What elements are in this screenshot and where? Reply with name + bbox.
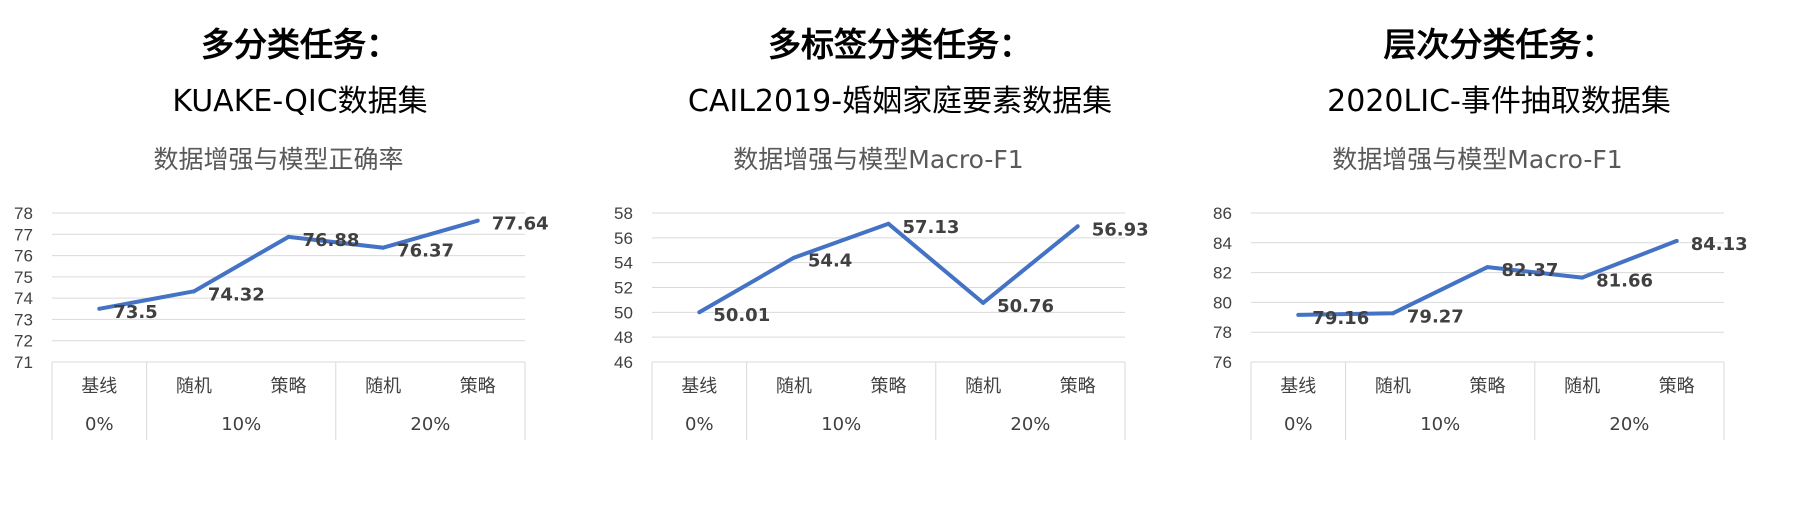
y-tick-label: 54: [614, 254, 633, 273]
x-tick-label: 基线: [681, 376, 717, 397]
data-label: 77.64: [492, 214, 549, 235]
panel-heading: 多分类任务：: [0, 18, 600, 66]
data-label: 76.37: [397, 241, 454, 262]
x-group-label: 0%: [685, 414, 714, 435]
line-chart: 数据增强与模型Macro-F1 46 48 50 52 54 56 58 0% 10% 20% 基线 随…: [600, 140, 1200, 514]
x-tick-label: 策略: [460, 376, 496, 397]
y-tick-label: 71: [14, 353, 33, 372]
data-point: [1486, 265, 1490, 269]
data-label: 74.32: [208, 284, 265, 305]
panel-heading: 层次分类任务：: [1199, 18, 1799, 66]
y-tick-label: 72: [14, 332, 33, 351]
panel-heading: 多标签分类任务：: [600, 18, 1200, 66]
y-tick-label: 78: [14, 204, 33, 223]
data-point: [792, 256, 796, 260]
x-group-label: 20%: [1010, 414, 1050, 435]
y-tick-label: 82: [1213, 264, 1232, 283]
x-group-label: 0%: [1284, 414, 1313, 435]
x-group-label: 0%: [85, 414, 114, 435]
line-chart: 数据增强与模型Macro-F1 76 78 80 82 84 86 0% 10% 20% 基线 随机 策…: [1199, 140, 1799, 514]
y-tick-label: 74: [14, 289, 33, 308]
data-label: 56.93: [1092, 219, 1149, 240]
data-label: 50.76: [997, 296, 1054, 317]
data-label: 84.13: [1691, 234, 1748, 255]
data-point: [97, 307, 101, 311]
x-tick-label: 随机: [365, 376, 401, 397]
y-tick-label: 84: [1213, 234, 1232, 253]
y-tick-label: 73: [14, 310, 33, 329]
data-point: [192, 289, 196, 293]
y-tick-label: 75: [14, 268, 33, 287]
y-tick-label: 58: [614, 204, 633, 223]
panel-subheading: CAIL2019-婚姻家庭要素数据集: [600, 76, 1200, 120]
x-tick-label: 随机: [1375, 376, 1411, 397]
y-tick-label: 78: [1213, 323, 1232, 342]
chart-title: 数据增强与模型Macro-F1: [1332, 145, 1622, 174]
data-label: 81.66: [1596, 271, 1653, 292]
data-label: 54.4: [808, 251, 852, 272]
x-tick-label: 策略: [871, 376, 907, 397]
data-point: [476, 219, 480, 223]
y-tick-label: 76: [1213, 353, 1232, 372]
panel-subheading: KUAKE-QIC数据集: [0, 76, 600, 120]
data-point: [1076, 224, 1080, 228]
panel-subheading: 2020LIC-事件抽取数据集: [1199, 76, 1799, 120]
x-tick-label: 随机: [965, 376, 1001, 397]
data-point: [381, 246, 385, 250]
x-group-label: 10%: [1420, 414, 1460, 435]
data-label: 76.88: [303, 230, 360, 251]
x-group-label: 10%: [221, 414, 261, 435]
data-label: 82.37: [1502, 260, 1559, 281]
x-group-label: 20%: [410, 414, 450, 435]
data-point: [1675, 239, 1679, 243]
panel-multiclass: 多分类任务： KUAKE-QIC数据集 数据增强与模型正确率 71 72 73 74 75…: [0, 0, 600, 514]
data-point: [287, 235, 291, 239]
y-tick-label: 50: [614, 303, 633, 322]
chart-title: 数据增强与模型正确率: [153, 145, 403, 174]
y-tick-label: 48: [614, 328, 633, 347]
data-label: 73.5: [113, 302, 157, 323]
x-tick-label: 策略: [271, 376, 307, 397]
y-tick-label: 76: [14, 247, 33, 266]
y-tick-label: 77: [14, 225, 33, 244]
x-tick-label: 随机: [1564, 376, 1600, 397]
y-tick-label: 52: [614, 279, 633, 298]
x-group-label: 10%: [821, 414, 861, 435]
x-tick-label: 策略: [1470, 376, 1506, 397]
data-point: [1391, 311, 1395, 315]
data-point: [981, 301, 985, 305]
panel-multilabel: 多标签分类任务： CAIL2019-婚姻家庭要素数据集 数据增强与模型Macro…: [600, 0, 1200, 514]
data-point: [697, 310, 701, 314]
data-point: [887, 222, 891, 226]
data-label: 50.01: [713, 305, 770, 326]
data-label: 79.16: [1312, 308, 1369, 329]
data-point: [1580, 276, 1584, 280]
x-tick-label: 策略: [1060, 376, 1096, 397]
line-chart: 数据增强与模型正确率 71 72 73 74 75 76 77 78 0% 10% 20% 基线 随机 策略…: [0, 140, 600, 514]
x-tick-label: 随机: [176, 376, 212, 397]
x-tick-label: 基线: [81, 376, 117, 397]
x-tick-label: 策略: [1659, 376, 1695, 397]
y-tick-label: 46: [614, 353, 633, 372]
y-tick-label: 80: [1213, 293, 1232, 312]
x-tick-label: 基线: [1280, 376, 1316, 397]
y-tick-label: 56: [614, 229, 633, 248]
panel-hierarchical: 层次分类任务： 2020LIC-事件抽取数据集 数据增强与模型Macro-F1 7…: [1199, 0, 1799, 514]
data-label: 79.27: [1407, 306, 1464, 327]
x-tick-label: 随机: [776, 376, 812, 397]
data-label: 57.13: [903, 217, 960, 238]
y-tick-label: 86: [1213, 204, 1232, 223]
chart-title: 数据增强与模型Macro-F1: [733, 145, 1023, 174]
x-group-label: 20%: [1609, 414, 1649, 435]
data-point: [1296, 313, 1300, 317]
